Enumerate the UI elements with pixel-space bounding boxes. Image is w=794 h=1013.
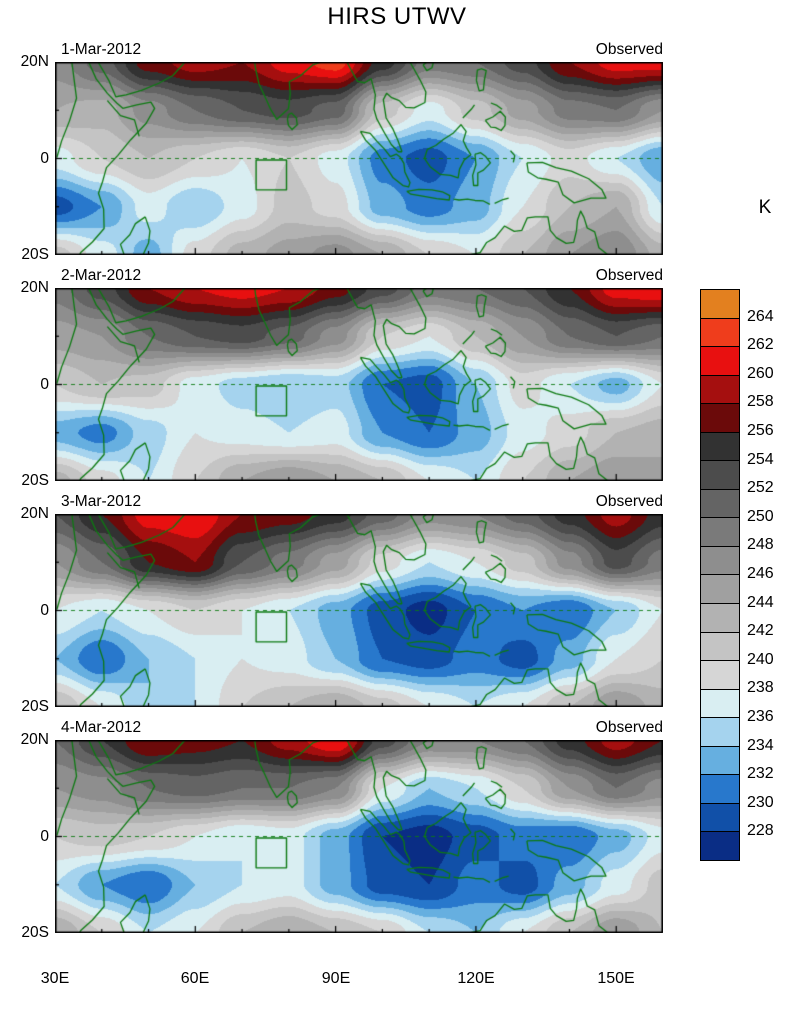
colorbar-cell <box>701 404 739 433</box>
colorbar-tick-label: 244 <box>747 593 774 611</box>
colorbar-cell <box>701 718 739 747</box>
y-tick-label: 20S <box>21 698 49 715</box>
y-tick-label: 20S <box>21 924 49 941</box>
colorbar-tick-label: 258 <box>747 393 774 411</box>
colorbar-cell <box>701 546 739 576</box>
panel-date: 2-Mar-2012 <box>61 267 142 284</box>
colorbar-tick-label: 238 <box>747 679 774 697</box>
y-tick-label: 0 <box>40 602 49 619</box>
colorbar-cell <box>701 689 739 719</box>
colorbar-tick-label: 242 <box>747 622 774 640</box>
panel-source-label: Observed <box>595 41 663 58</box>
colorbar-unit-label: K <box>758 197 772 218</box>
colorbar-cell <box>701 489 739 519</box>
y-tick-label: 20N <box>20 505 49 522</box>
colorbar-cell <box>701 775 739 804</box>
colorbar-labels: 264 262 260 258 256 254 252 250 248 246 244 242 240 2… <box>747 289 793 861</box>
colorbar-cell <box>701 575 739 605</box>
panel-header: 1-Mar-2012 Observed <box>55 41 663 59</box>
colorbar-tick-label: 260 <box>747 364 774 382</box>
colorbar <box>700 289 740 861</box>
panel-header: 3-Mar-2012 Observed <box>55 493 663 511</box>
x-tick-label: 90E <box>321 970 351 987</box>
colorbar-cell <box>701 290 739 319</box>
colorbar-tick-label: 262 <box>747 336 774 354</box>
y-tick-label: 0 <box>40 150 49 167</box>
colorbar-tick-label: 248 <box>747 536 774 554</box>
y-tick-label: 20N <box>20 279 49 296</box>
colorbar-tick-label: 246 <box>747 565 774 582</box>
colorbar-tick-label: 234 <box>747 736 774 754</box>
colorbar-cell <box>701 661 739 690</box>
y-tick-label: 0 <box>40 828 49 845</box>
colorbar-cell <box>701 318 739 348</box>
colorbar-tick-label: 230 <box>747 793 774 811</box>
x-tick-label: 60E <box>180 970 210 987</box>
colorbar-tick-label: 240 <box>747 650 774 668</box>
map-panel-2: 2-Mar-2012 Observed 20N 0 20S <box>21 267 663 489</box>
panel-source-label: Observed <box>595 719 663 736</box>
y-tick-label: 20S <box>21 246 49 263</box>
map-canvas <box>55 740 663 933</box>
map-panel-4: 4-Mar-2012 Observed 20N 0 20S <box>21 719 663 941</box>
x-axis-labels: 30E 60E 90E 120E 150E <box>0 970 794 992</box>
figure-title: HIRS UTWV <box>327 3 467 30</box>
y-tick-label: 0 <box>40 376 49 393</box>
colorbar-cell <box>701 746 739 776</box>
map-canvas <box>55 288 663 481</box>
map-panel-1: 1-Mar-2012 Observed 20N 0 20S <box>21 41 663 263</box>
colorbar-cell <box>701 832 739 860</box>
map-panel-3: 3-Mar-2012 Observed 20N 0 20S <box>21 493 663 715</box>
colorbar-cell <box>701 432 739 462</box>
map-canvas <box>55 514 663 707</box>
y-tick-label: 20S <box>21 472 49 489</box>
x-tick-label: 120E <box>457 970 495 987</box>
y-tick-label: 20N <box>20 731 49 748</box>
panel-header: 4-Mar-2012 Observed <box>55 719 663 737</box>
colorbar-cell <box>701 461 739 490</box>
colorbar-tick-label: 254 <box>747 450 774 468</box>
map-canvas <box>55 62 663 255</box>
colorbar-tick-label: 232 <box>747 765 774 783</box>
panel-date: 3-Mar-2012 <box>61 493 142 510</box>
colorbar-tick-label: 250 <box>747 507 774 525</box>
x-tick-label: 150E <box>597 970 635 987</box>
x-tick-label: 30E <box>40 970 70 987</box>
colorbar-cell <box>701 632 739 662</box>
colorbar-cell <box>701 803 739 833</box>
colorbar-cell <box>701 604 739 633</box>
colorbar-tick-label: 264 <box>747 307 774 325</box>
panel-source-label: Observed <box>595 493 663 510</box>
panel-date: 4-Mar-2012 <box>61 719 142 736</box>
y-tick-label: 20N <box>20 53 49 70</box>
panel-source-label: Observed <box>595 267 663 284</box>
panel-header: 2-Mar-2012 Observed <box>55 267 663 285</box>
panel-date: 1-Mar-2012 <box>61 41 142 58</box>
colorbar-tick-label: 256 <box>747 422 774 439</box>
colorbar-cell <box>701 518 739 547</box>
colorbar-cell <box>701 375 739 405</box>
colorbar-tick-label: 228 <box>747 822 774 840</box>
colorbar-tick-label: 252 <box>747 479 774 497</box>
colorbar-tick-label: 236 <box>747 708 774 725</box>
colorbar-cell <box>701 347 739 376</box>
